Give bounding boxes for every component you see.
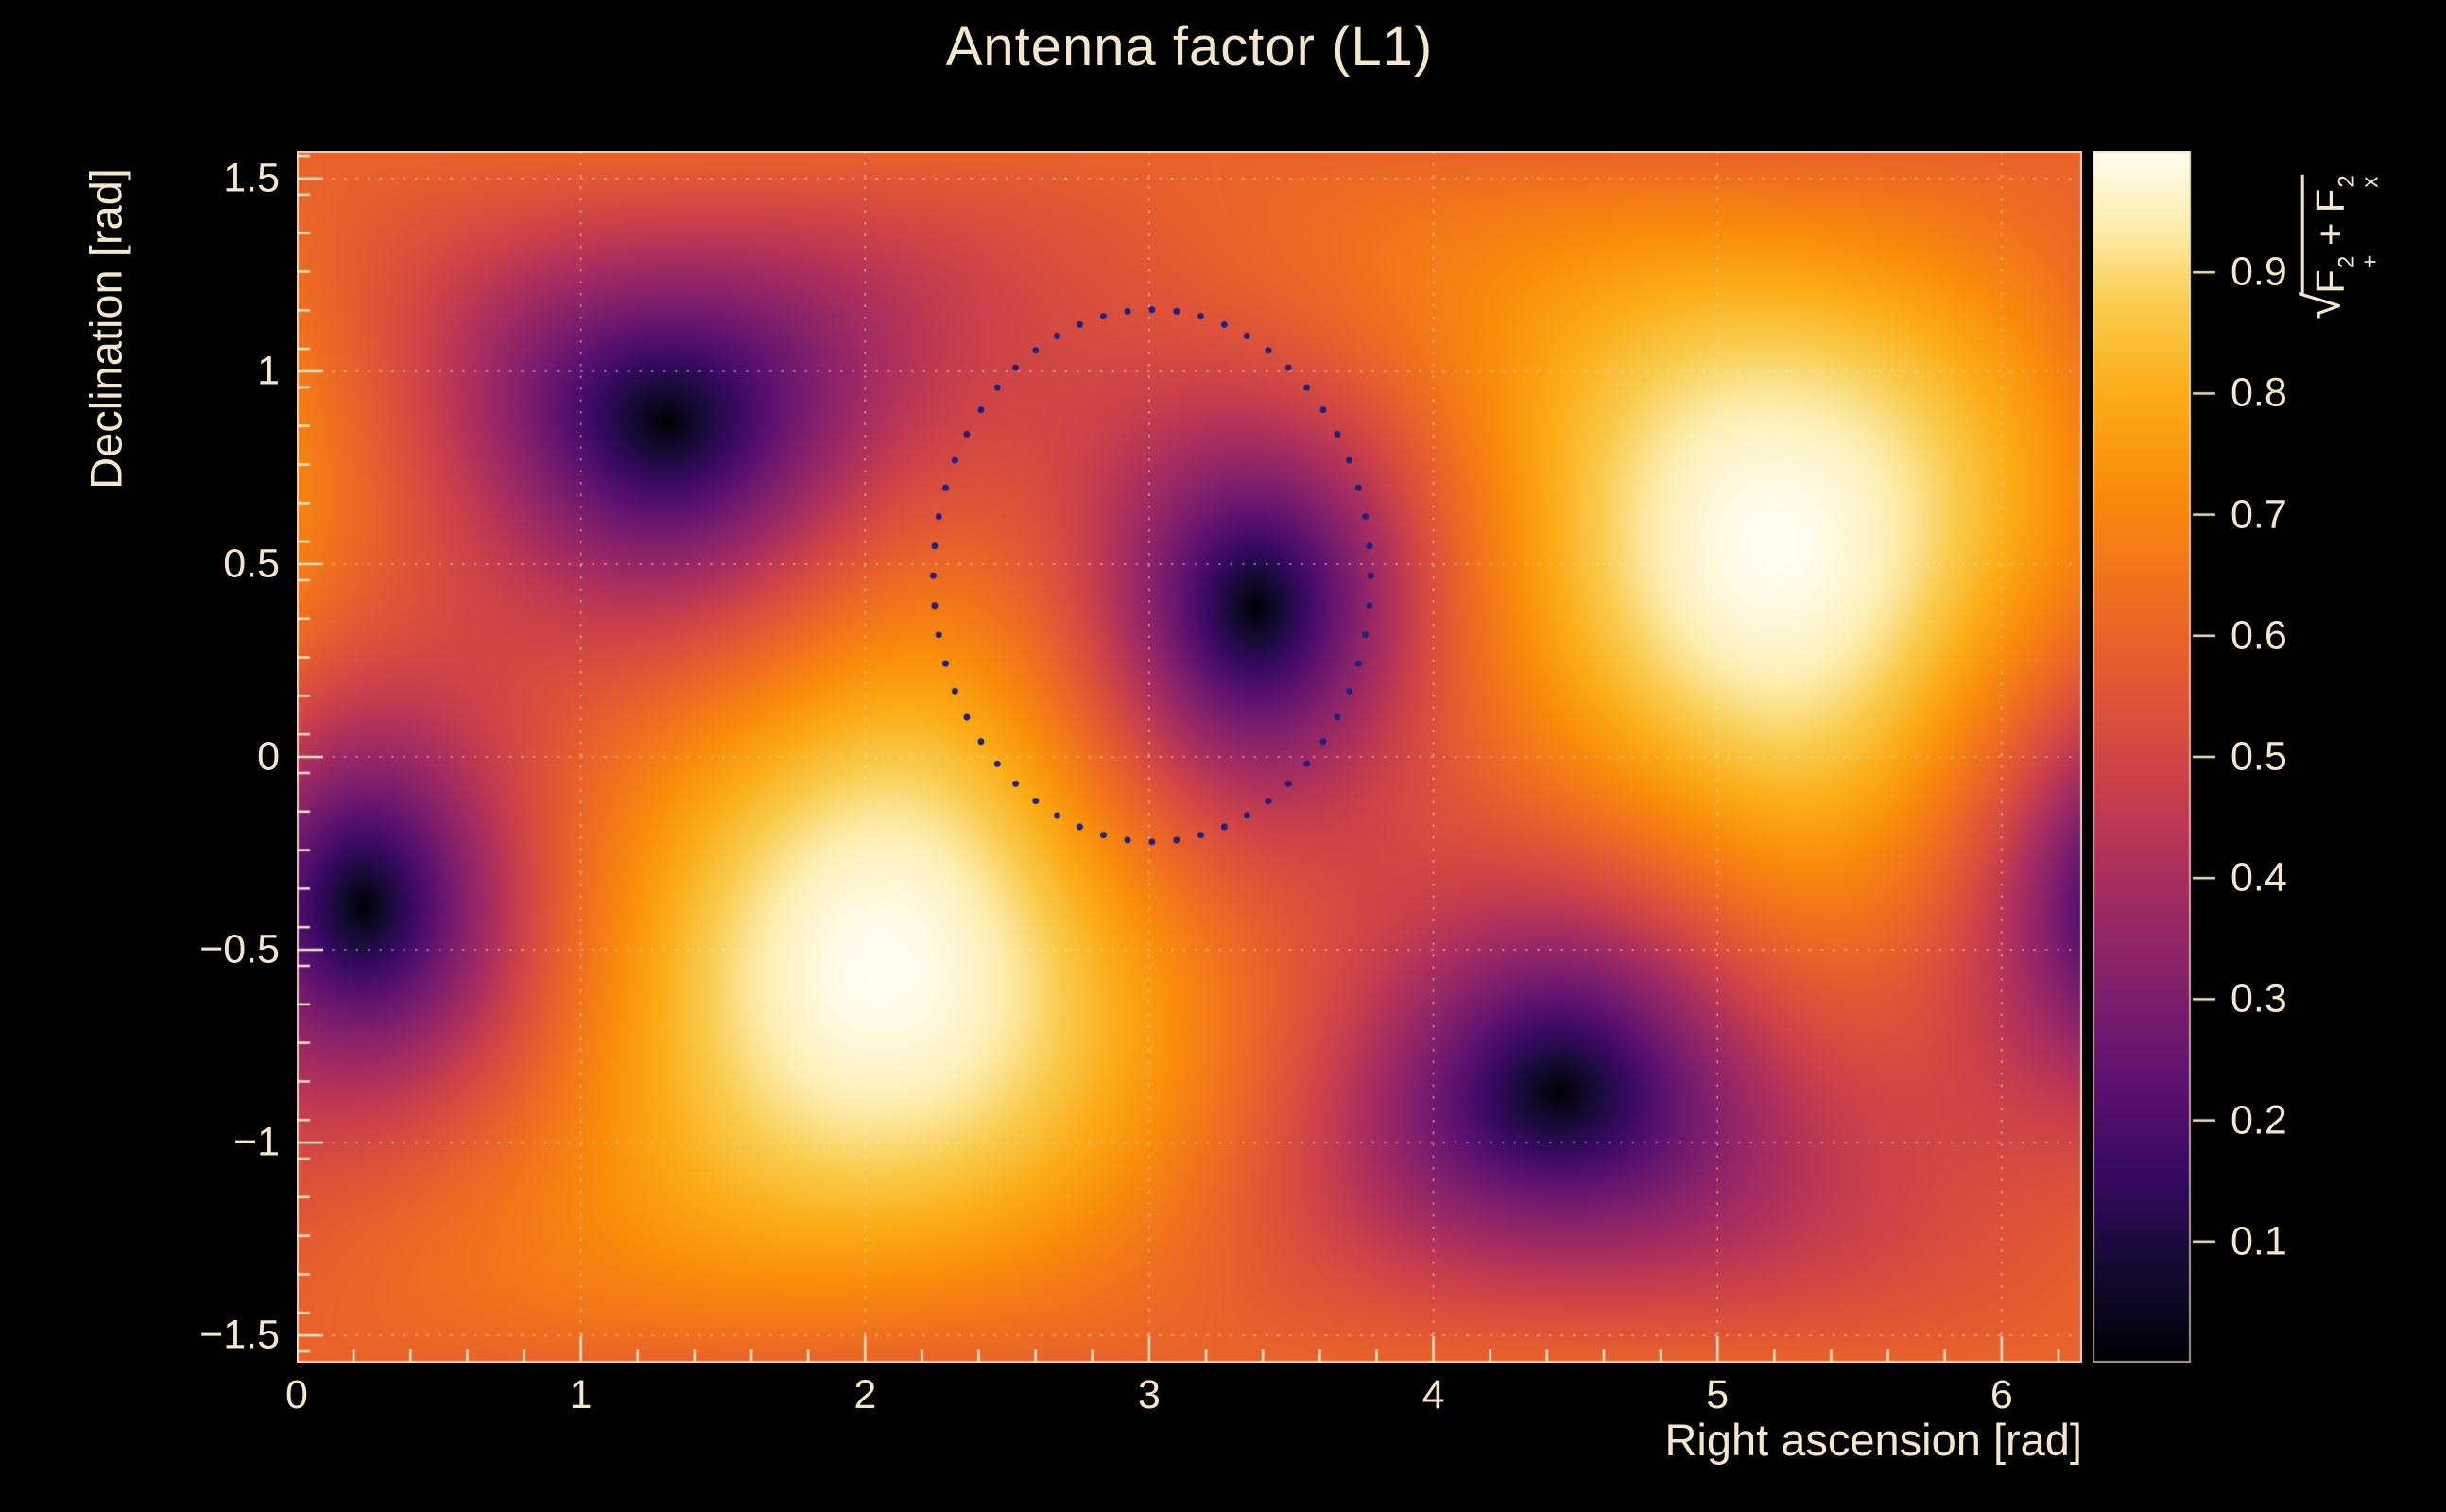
x-tick-label: 0 (285, 1372, 308, 1418)
y-tick-label: 1 (257, 348, 280, 394)
colorbar-canvas (2093, 151, 2244, 1363)
f-cross-superscript: 2 (2334, 175, 2360, 188)
f-cross-base: F (2307, 188, 2352, 214)
z-tick-label: 0.3 (2231, 975, 2287, 1022)
z-tick-label: 0.7 (2231, 491, 2287, 538)
y-tick-label: 0 (257, 733, 280, 780)
x-tick-label: 6 (1990, 1372, 2013, 1418)
y-tick-label: −0.5 (199, 926, 280, 972)
colorbar-title-radicand: F 2 + +F 2 x (2300, 175, 2384, 294)
x-tick-label: 4 (1421, 1372, 1445, 1418)
f-plus-scripts: 2 + (2334, 254, 2384, 269)
y-tick-label: −1 (233, 1119, 280, 1165)
plus-sign: + (2307, 222, 2352, 246)
y-tick-label: −1.5 (199, 1312, 280, 1358)
z-tick-label: 0.1 (2231, 1218, 2287, 1264)
z-tick-label: 0.6 (2231, 612, 2287, 659)
f-plus-base: F (2307, 269, 2352, 294)
f-cross-subscript: x (2357, 176, 2384, 188)
x-axis-title: Right ascension [rad] (1664, 1415, 2082, 1465)
y-tick-label: 0.5 (223, 541, 280, 587)
colorbar-title: √ F 2 + +F 2 x (2293, 175, 2384, 320)
heatmap-canvas (297, 151, 2082, 1363)
f-plus-subscript: + (2357, 254, 2384, 269)
x-tick-label: 5 (1706, 1372, 1730, 1418)
z-tick-label: 0.9 (2231, 249, 2287, 295)
z-tick-label: 0.4 (2231, 854, 2287, 901)
y-axis-title: Declination [rad] (80, 168, 131, 490)
x-tick-label: 2 (853, 1372, 877, 1418)
x-tick-label: 3 (1137, 1372, 1161, 1418)
x-tick-label: 1 (569, 1372, 593, 1418)
z-tick-label: 0.8 (2231, 369, 2287, 416)
f-plus-superscript: 2 (2334, 255, 2360, 269)
y-tick-label: 1.5 (223, 155, 280, 201)
chart-title: Antenna factor (L1) (945, 16, 1434, 77)
z-tick-label: 0.5 (2231, 733, 2287, 780)
radical-sign: √ (2293, 291, 2351, 320)
z-tick-label: 0.2 (2231, 1097, 2287, 1143)
